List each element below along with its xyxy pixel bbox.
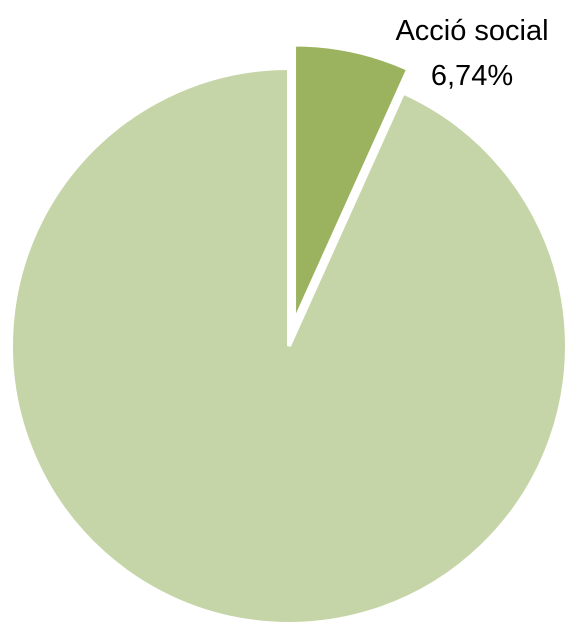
pie-slices [9, 42, 569, 623]
pie-labels: Acció social 6,74% [395, 15, 548, 92]
slice-value-accio-social: 6,74% [431, 60, 513, 92]
slice-label-accio-social: Acció social [395, 15, 548, 47]
pie-slice-remainder [9, 65, 569, 623]
pie-slice-accio-social [292, 42, 411, 324]
